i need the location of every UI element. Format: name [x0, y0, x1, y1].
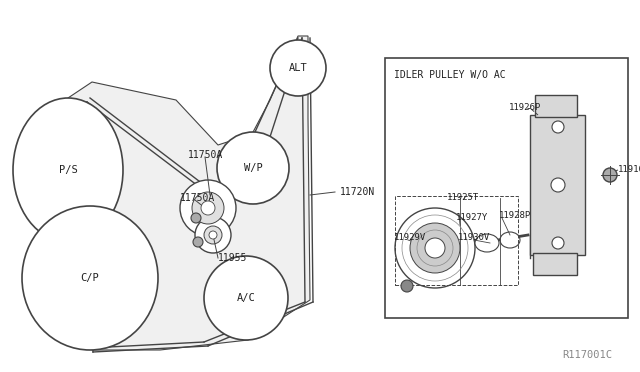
Text: 11930V: 11930V	[458, 232, 490, 241]
Ellipse shape	[410, 223, 460, 273]
Text: 11955: 11955	[218, 253, 248, 263]
Text: C/P: C/P	[81, 273, 99, 283]
Ellipse shape	[395, 208, 475, 288]
Bar	[385, 58, 628, 318]
Ellipse shape	[270, 40, 326, 96]
Ellipse shape	[204, 226, 222, 244]
Text: 11925T: 11925T	[447, 192, 479, 202]
Ellipse shape	[217, 132, 289, 204]
Ellipse shape	[22, 206, 158, 350]
Ellipse shape	[475, 234, 499, 252]
Text: W/P: W/P	[244, 163, 262, 173]
Ellipse shape	[603, 168, 617, 182]
Ellipse shape	[500, 232, 520, 248]
Ellipse shape	[180, 180, 236, 236]
Ellipse shape	[204, 256, 288, 340]
Text: ALT: ALT	[289, 63, 307, 73]
Text: 11720N: 11720N	[340, 187, 375, 197]
Text: 11927Y: 11927Y	[456, 214, 488, 222]
Ellipse shape	[195, 217, 231, 253]
Polygon shape	[68, 36, 310, 350]
Text: 11916V: 11916V	[618, 166, 640, 174]
Bar	[533, 253, 577, 275]
Text: IDLER PULLEY W/O AC: IDLER PULLEY W/O AC	[394, 70, 506, 80]
Ellipse shape	[201, 201, 215, 215]
Ellipse shape	[425, 238, 445, 258]
Bar	[395, 196, 518, 285]
Text: 11926P: 11926P	[509, 103, 541, 112]
Bar	[535, 95, 577, 117]
Ellipse shape	[209, 231, 217, 239]
Text: 11750A: 11750A	[180, 193, 215, 203]
Polygon shape	[530, 115, 585, 255]
Text: 11928P: 11928P	[499, 212, 531, 221]
Text: 11750A: 11750A	[188, 150, 223, 160]
Text: P/S: P/S	[59, 165, 77, 175]
Text: A/C: A/C	[237, 293, 255, 303]
Ellipse shape	[552, 121, 564, 133]
Ellipse shape	[193, 237, 203, 247]
Ellipse shape	[552, 237, 564, 249]
Ellipse shape	[401, 280, 413, 292]
Ellipse shape	[192, 192, 224, 224]
Text: 11929V: 11929V	[394, 232, 426, 241]
Ellipse shape	[191, 213, 201, 223]
Text: R117001C: R117001C	[562, 350, 612, 360]
Ellipse shape	[13, 98, 123, 242]
Ellipse shape	[551, 178, 565, 192]
